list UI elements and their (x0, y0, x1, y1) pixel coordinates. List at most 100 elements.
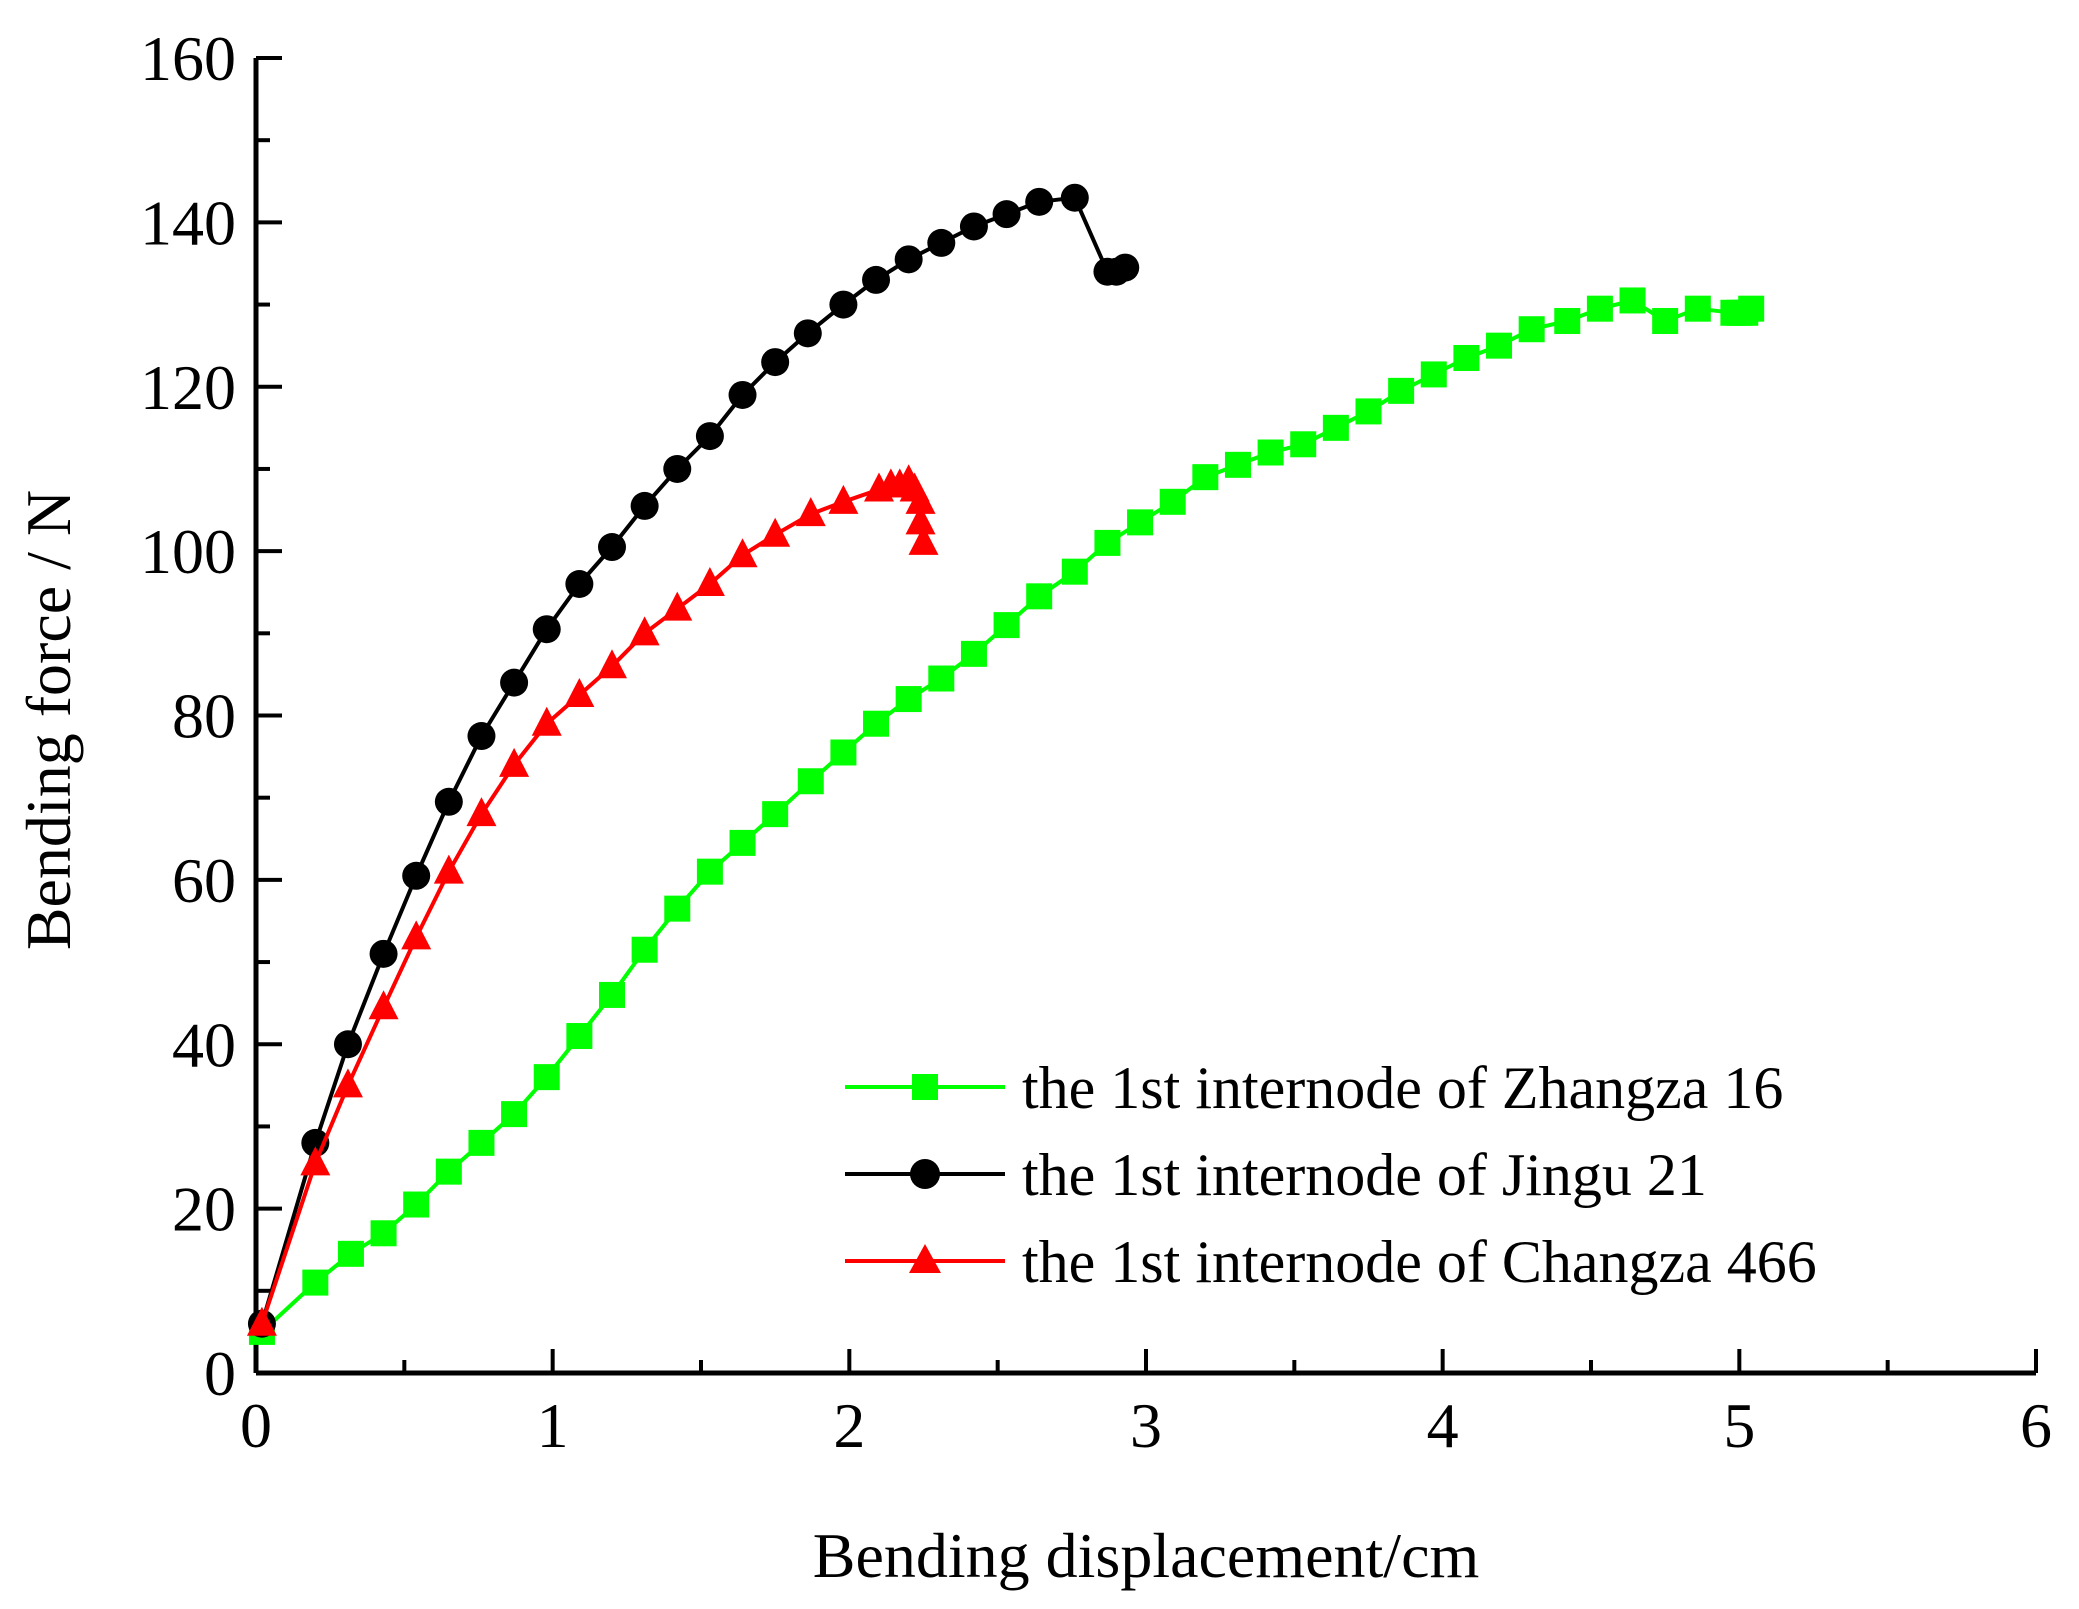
y-tick-label: 0 (204, 1338, 236, 1409)
data-point (531, 706, 562, 736)
data-point (662, 591, 693, 621)
data-point (830, 739, 857, 766)
data-point (797, 768, 824, 795)
data-point (337, 1240, 364, 1267)
data-point (466, 797, 497, 827)
data-point (401, 920, 432, 950)
data-point (630, 491, 659, 520)
ticks (254, 56, 2038, 1375)
x-tick-label: 2 (833, 1390, 865, 1461)
data-point (1322, 414, 1349, 441)
data-point (434, 787, 463, 816)
data-point (599, 981, 625, 1008)
data-point (829, 290, 858, 319)
data-point (302, 1269, 329, 1296)
data-point (1586, 295, 1613, 322)
data-point (332, 1068, 363, 1098)
data-point (993, 612, 1020, 639)
data-point (1518, 316, 1545, 343)
data-point (598, 533, 626, 562)
data-point (1554, 308, 1581, 334)
plot-area (246, 183, 1765, 1345)
data-point (695, 422, 724, 451)
data-point (1684, 295, 1711, 322)
data-point (664, 895, 691, 922)
data-point (501, 1101, 528, 1128)
data-point (1453, 344, 1480, 371)
data-point (895, 686, 922, 713)
data-point (863, 710, 890, 737)
data-point (862, 265, 891, 294)
data-point (1652, 308, 1679, 334)
series-line (260, 479, 926, 1325)
x-tick-label: 5 (1723, 1390, 1755, 1461)
legend-label-jingu21: the 1st internode of Jingu 21 (1022, 1142, 1707, 1208)
data-point (928, 665, 955, 692)
data-point (760, 517, 791, 547)
data-point (1388, 377, 1415, 404)
legend-label-changza466: the 1st internode of Changza 466 (1022, 1229, 1817, 1295)
x-tick-label: 6 (2020, 1390, 2052, 1461)
data-point (828, 484, 859, 514)
y-tick-label: 140 (140, 187, 236, 258)
data-point (500, 668, 529, 697)
y-tick-label: 60 (172, 845, 236, 916)
data-point (1159, 488, 1186, 515)
data-point (533, 1064, 560, 1091)
data-point (1094, 529, 1121, 556)
series-0 (248, 287, 1765, 1345)
data-point (694, 567, 725, 596)
data-point (368, 990, 399, 1020)
x-tick-label: 3 (1130, 1390, 1162, 1461)
data-point (959, 212, 988, 241)
legend-label-zhangza16: the 1st internode of Zhangza 16 (1022, 1055, 1783, 1121)
data-point (532, 615, 561, 644)
data-point (696, 858, 723, 885)
data-point (1355, 398, 1382, 425)
data-point (402, 861, 431, 890)
data-point (1061, 558, 1088, 585)
series-line (259, 195, 1127, 1325)
legend-marker-jingu21 (910, 1159, 940, 1189)
data-point (1738, 295, 1765, 322)
legend-marker-zhangza16 (912, 1074, 938, 1100)
y-tick-label: 160 (140, 23, 236, 94)
data-point (369, 939, 398, 968)
data-point (905, 484, 936, 514)
data-point (663, 454, 692, 483)
series-1 (247, 183, 1140, 1338)
y-tick-label: 20 (172, 1174, 236, 1245)
data-point (629, 616, 660, 646)
x-tick-label: 0 (240, 1390, 272, 1461)
data-point (565, 570, 594, 598)
data-point (1026, 583, 1053, 610)
data-point (793, 319, 822, 348)
data-point (333, 1030, 362, 1059)
data-point (631, 936, 658, 963)
data-point (927, 228, 956, 257)
legend: the 1st internode of Zhangza 16 the 1st … (845, 1055, 1817, 1295)
data-point (499, 747, 530, 777)
data-point (1486, 332, 1513, 359)
data-point (300, 1146, 331, 1176)
data-point (729, 829, 756, 856)
y-tick-label: 40 (172, 1009, 236, 1080)
data-point (370, 1220, 397, 1247)
data-point (597, 649, 627, 679)
data-point (1111, 253, 1140, 282)
series-2 (246, 464, 939, 1336)
data-point (1192, 464, 1219, 491)
data-point (992, 200, 1021, 229)
data-point (566, 1023, 593, 1050)
y-tick-label: 120 (140, 352, 236, 423)
data-point (564, 677, 595, 707)
y-tick-label: 80 (172, 681, 236, 752)
data-point (762, 801, 789, 828)
data-point (1619, 287, 1646, 314)
data-point (905, 505, 936, 535)
data-point (894, 245, 923, 274)
data-point (1420, 361, 1447, 388)
data-point (761, 348, 790, 377)
data-point (435, 1158, 462, 1185)
